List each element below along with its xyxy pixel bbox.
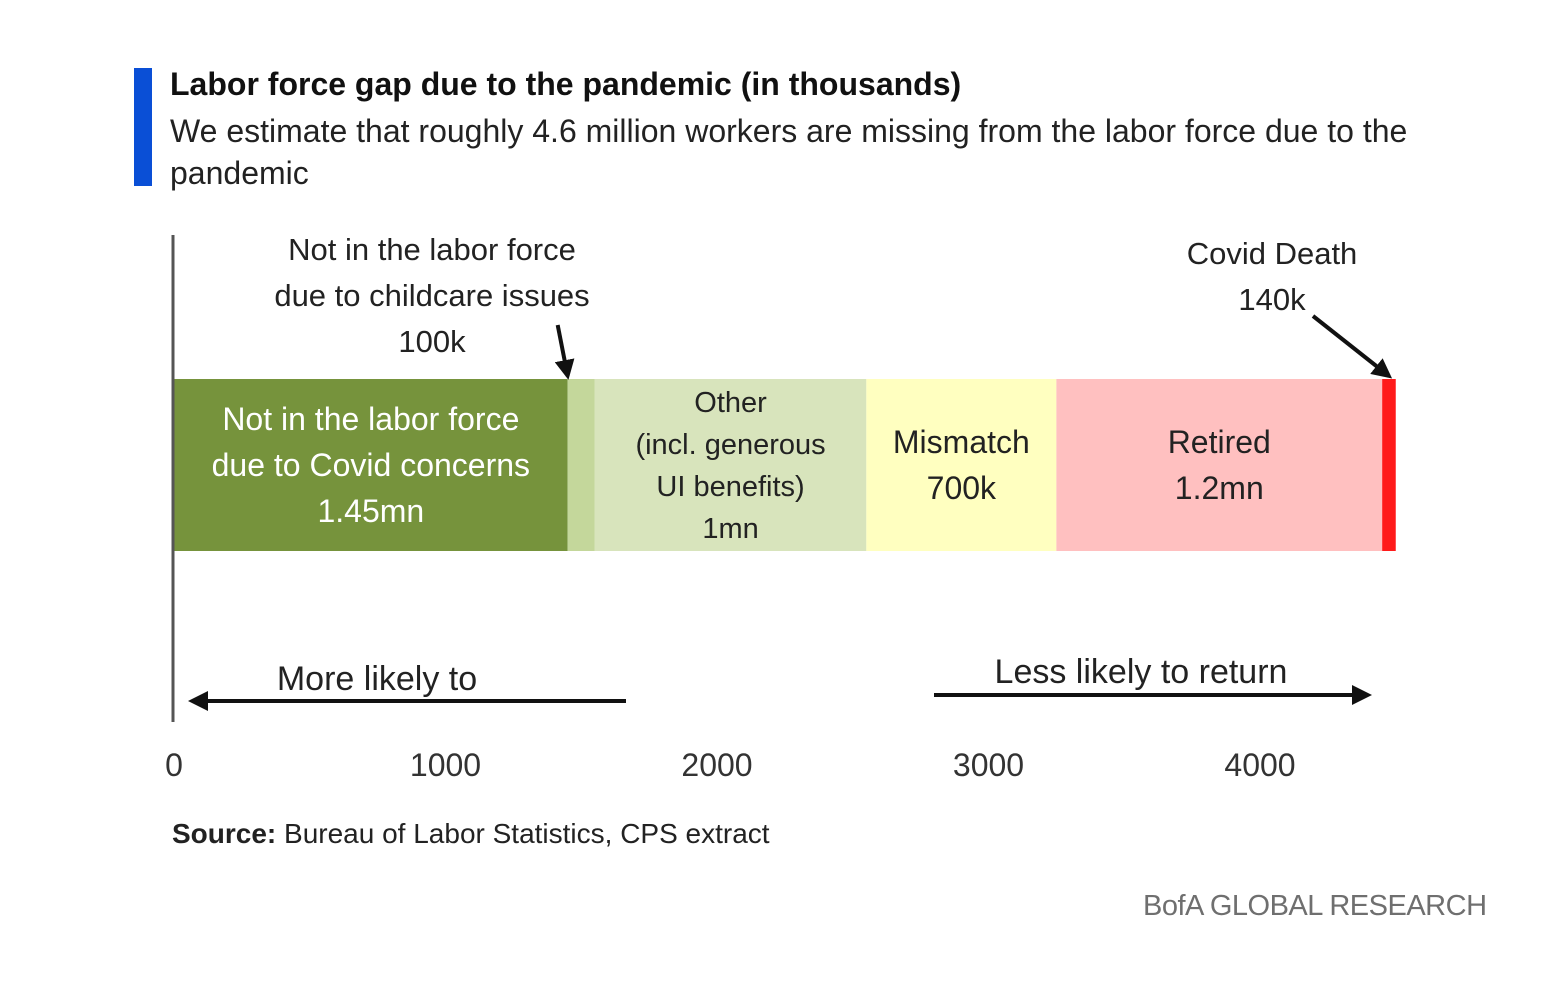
bar-segment-3 — [866, 379, 1057, 551]
callout-covid-death-line-1: 140k — [1238, 282, 1306, 317]
callout-childcare-line-1: due to childcare issues — [274, 278, 589, 313]
chart-subtitle: We estimate that roughly 4.6 million wor… — [170, 113, 1408, 191]
x-tick-label-4: 4000 — [1224, 747, 1295, 783]
segment-label-3-0: Mismatch — [893, 424, 1030, 460]
arrow-label-less-likely: Less likely to return — [995, 653, 1288, 691]
source-note: Source: Bureau of Labor Statistics, CPS … — [172, 818, 770, 850]
segment-label-2-0: Other — [694, 387, 767, 419]
x-tick-label-1: 1000 — [410, 747, 481, 783]
segment-label-3-1: 700k — [927, 470, 997, 506]
segment-label-2-1: (incl. generous — [635, 429, 825, 461]
chart-title: Labor force gap due to the pandemic (in … — [170, 66, 962, 102]
callout-childcare-arrow — [554, 324, 575, 380]
source-label: Source: — [172, 818, 277, 849]
callout-childcare-line-0: Not in the labor force — [288, 232, 576, 267]
segment-label-0-0: Not in the labor force — [222, 401, 519, 437]
x-tick-label-2: 2000 — [681, 747, 752, 783]
segment-label-4-0: Retired — [1168, 424, 1271, 460]
arrow-label-more-likely: More likely to — [277, 660, 477, 698]
callout-covid-death-arrow — [1311, 314, 1393, 379]
bar-segment-5 — [1382, 379, 1396, 551]
title-accent-bar — [134, 68, 152, 186]
bar-segment-4 — [1056, 379, 1383, 551]
callout-covid-death-line-0: Covid Death — [1187, 236, 1358, 271]
x-tick-label-3: 3000 — [953, 747, 1024, 783]
segment-label-0-1: due to Covid concerns — [212, 447, 530, 483]
bar-segment-0 — [174, 379, 568, 551]
segment-label-2-2: UI benefits) — [656, 471, 804, 503]
x-tick-label-0: 0 — [165, 747, 183, 783]
callout-childcare-line-2: 100k — [398, 324, 466, 359]
bar-segment-1 — [567, 379, 595, 551]
brand-logo-text: BofA GLOBAL RESEARCH — [1143, 890, 1487, 922]
source-text: Bureau of Labor Statistics, CPS extract — [276, 818, 770, 849]
segment-label-4-1: 1.2mn — [1175, 470, 1264, 506]
bar-segment-2 — [594, 379, 867, 551]
segment-label-2-3: 1mn — [702, 513, 758, 545]
segment-label-0-2: 1.45mn — [317, 493, 424, 529]
